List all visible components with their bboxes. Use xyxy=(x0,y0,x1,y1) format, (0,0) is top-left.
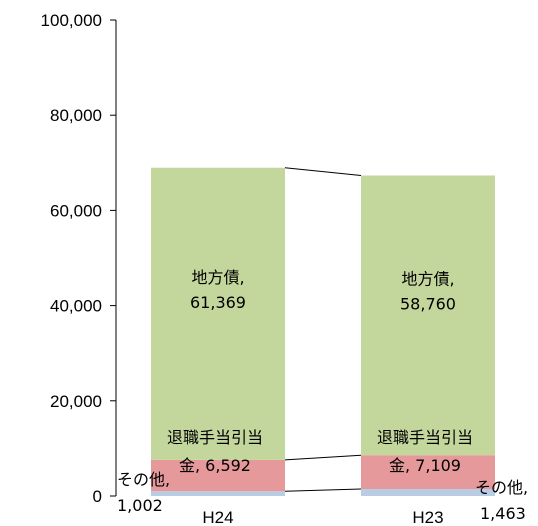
y-tick-label: 100,000 xyxy=(41,11,102,30)
bar-segment xyxy=(361,489,495,496)
data-label: 地方債, xyxy=(191,268,244,287)
bar-segment xyxy=(361,175,495,456)
y-axis-ticks: 0 20,000 40,000 60,000 80,000 100,000 xyxy=(41,11,116,506)
y-tick-label: 40,000 xyxy=(50,297,102,316)
x-category-label: H24 xyxy=(202,508,233,526)
bar-layer xyxy=(151,167,495,496)
bar-segment xyxy=(151,491,285,496)
data-label: 金, 6,592 xyxy=(179,456,251,475)
series-connector-line xyxy=(284,454,362,461)
data-label: その他, xyxy=(117,470,170,489)
data-label: 退職手当引当 xyxy=(167,428,263,447)
y-tick-label: 60,000 xyxy=(50,201,102,220)
data-label: その他, xyxy=(475,478,528,497)
category-labels: H24 H23 xyxy=(202,508,443,526)
series-connector-line xyxy=(284,167,362,176)
data-label: 1,002 xyxy=(117,496,163,515)
data-label: 地方債, xyxy=(401,269,454,288)
data-label: 退職手当引当 xyxy=(377,428,473,447)
y-tick-label: 0 xyxy=(93,487,102,506)
data-label: 58,760 xyxy=(400,294,456,313)
series-connector-lines xyxy=(284,167,362,492)
data-label: 金, 7,109 xyxy=(389,456,461,475)
y-tick-label: 20,000 xyxy=(50,392,102,411)
y-tick-label: 80,000 xyxy=(50,106,102,125)
series-connector-line xyxy=(284,488,362,492)
bar-segment xyxy=(361,455,495,490)
x-category-label: H23 xyxy=(412,508,443,526)
bar-segment xyxy=(151,167,285,460)
data-label: 1,463 xyxy=(480,504,526,523)
bar-segment xyxy=(151,459,285,492)
data-label: 61,369 xyxy=(190,293,246,312)
